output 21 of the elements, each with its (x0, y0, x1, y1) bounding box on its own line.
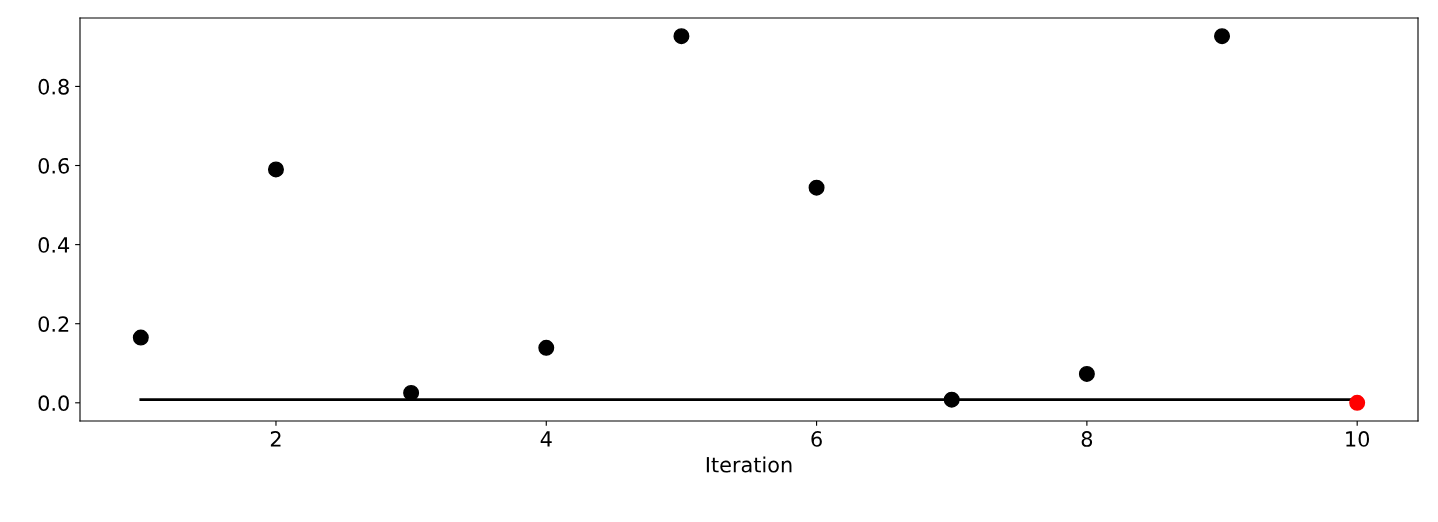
y-tick-label: 0.4 (38, 237, 70, 253)
point (538, 339, 555, 356)
y-tick-label: 0.2 (38, 316, 69, 332)
x-tick-label: 10 (1346, 431, 1370, 447)
point (403, 384, 420, 401)
y-tick-label: 0.0 (38, 395, 69, 412)
y-tick-label: 0.8 (38, 78, 69, 95)
x-tick-label: 6 (811, 431, 822, 447)
point (673, 28, 690, 45)
point (1214, 28, 1231, 45)
point (267, 161, 284, 178)
point (132, 329, 149, 346)
x-tick-label: 2 (270, 431, 281, 447)
x-tick-label: 4 (540, 431, 552, 447)
x-axis-title: Iteration (706, 456, 792, 473)
point (943, 391, 960, 408)
point (1349, 394, 1366, 411)
y-tick-label: 0.6 (38, 157, 69, 174)
point (808, 179, 825, 196)
point (1078, 365, 1095, 382)
x-tick-label: 8 (1081, 431, 1093, 447)
